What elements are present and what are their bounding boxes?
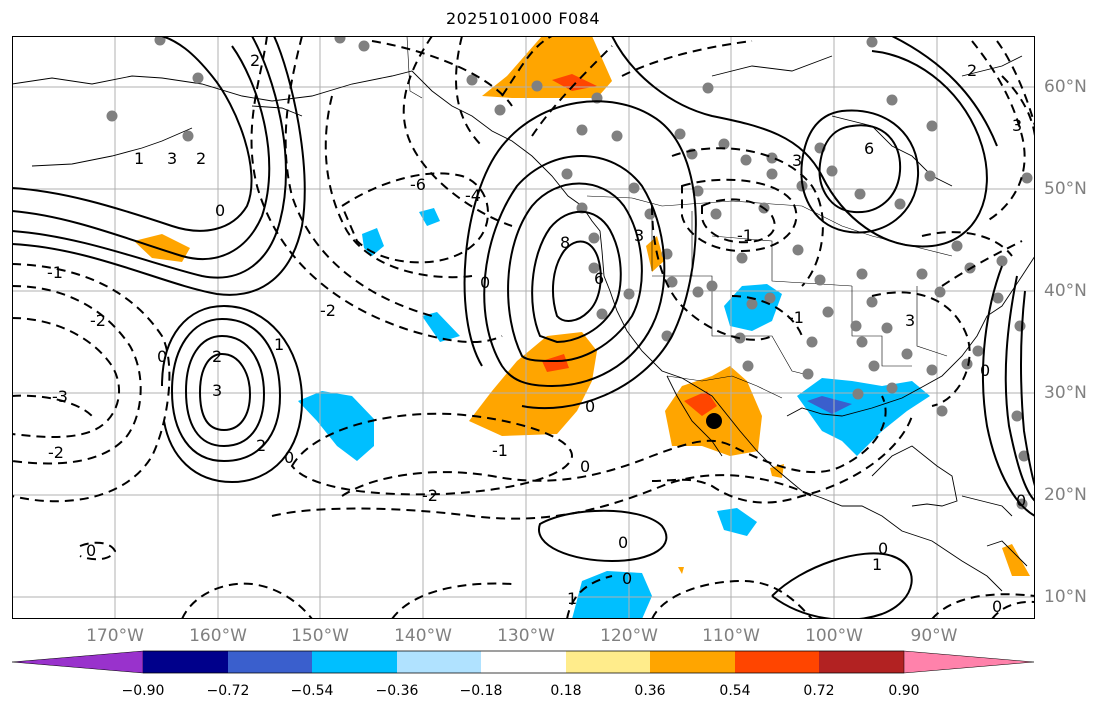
contour-label: 0 bbox=[580, 457, 590, 476]
colorbar-segment bbox=[566, 651, 650, 673]
lat-label: 10°N bbox=[1044, 587, 1087, 607]
contour-label: 6 bbox=[864, 139, 874, 158]
map-gridlines bbox=[12, 36, 1035, 619]
colorbar-tick-label: 0.72 bbox=[803, 683, 835, 699]
contour-label: 0 bbox=[878, 539, 888, 558]
colorbar-segment bbox=[735, 651, 819, 673]
lon-label: 150°W bbox=[291, 626, 349, 646]
contour-label: -3 bbox=[52, 387, 68, 406]
contour-label: -1 bbox=[737, 226, 753, 245]
contour-label: 3 bbox=[167, 149, 177, 168]
dashed-contours bbox=[12, 36, 1035, 619]
contour-label: 1 bbox=[274, 335, 284, 354]
colorbar-tick-label: −0.90 bbox=[121, 683, 165, 699]
colorbar-segment bbox=[12, 650, 144, 674]
contour-label: 3 bbox=[1012, 116, 1022, 135]
contour-label: 0 bbox=[585, 397, 595, 416]
colorbar-segment bbox=[312, 651, 397, 673]
contour-label: 2 bbox=[967, 61, 977, 80]
map-plot-area: 2 3 2 1 0 -1 -2 -3 -2 0 2 3 1 2 0 -2 -6 … bbox=[12, 36, 1035, 619]
colorbar-segment bbox=[650, 651, 735, 673]
lon-label: 160°W bbox=[189, 626, 247, 646]
colorbar-tick-label: 0.18 bbox=[550, 683, 582, 699]
lat-label: 50°N bbox=[1044, 179, 1087, 199]
lon-label: 110°W bbox=[702, 626, 760, 646]
contour-label: 1 bbox=[134, 149, 144, 168]
colorbar-tick-label: −0.18 bbox=[459, 683, 503, 699]
contour-label: 0 bbox=[1016, 491, 1026, 510]
colorbar-segment bbox=[903, 650, 1035, 674]
solid-contours bbox=[12, 36, 1035, 619]
colorbar-tick-label: 0.90 bbox=[888, 683, 920, 699]
contour-label: -2 bbox=[48, 443, 64, 462]
contour-label: 2 bbox=[256, 436, 266, 455]
lon-label: 120°W bbox=[600, 626, 658, 646]
contour-label: 0 bbox=[215, 201, 225, 220]
lon-label: 90°W bbox=[910, 626, 958, 646]
lat-label: 20°N bbox=[1044, 485, 1087, 505]
colorbar-tick-label: −0.36 bbox=[375, 683, 419, 699]
contour-label: 0 bbox=[157, 347, 167, 366]
contour-label: 2 bbox=[212, 347, 222, 366]
contour-label: 0 bbox=[284, 448, 294, 467]
lat-label: 40°N bbox=[1044, 281, 1087, 301]
contour-label: -1 bbox=[492, 441, 508, 460]
colorbar-tick-label: 0.54 bbox=[719, 683, 751, 699]
target-location-marker bbox=[706, 413, 722, 429]
contour-label: -4 bbox=[465, 186, 481, 205]
colorbar-segment bbox=[143, 651, 228, 673]
contour-label: 3 bbox=[212, 381, 222, 400]
colorbar bbox=[12, 650, 1035, 674]
contour-labels: 2 3 2 1 0 -1 -2 -3 -2 0 2 3 1 2 0 -2 -6 … bbox=[47, 51, 1026, 616]
contour-label: -1 bbox=[788, 308, 804, 327]
contour-label: 1 bbox=[567, 589, 577, 608]
colorbar-segment bbox=[819, 651, 904, 673]
contour-label: 6 bbox=[594, 269, 604, 288]
contour-label: 3 bbox=[905, 311, 915, 330]
contour-label: 0 bbox=[622, 569, 632, 588]
lon-label: 170°W bbox=[86, 626, 144, 646]
colorbar-segment bbox=[397, 651, 481, 673]
contour-label: 3 bbox=[634, 226, 644, 245]
colorbar-tick-label: −0.54 bbox=[290, 683, 334, 699]
contour-label: 0 bbox=[86, 541, 96, 560]
coastlines bbox=[12, 55, 1035, 592]
lon-label: 100°W bbox=[805, 626, 863, 646]
chart-title: 2025101000 F084 bbox=[445, 9, 601, 28]
contour-label: 2 bbox=[196, 149, 206, 168]
colorbar-segment bbox=[481, 651, 566, 673]
contour-label: -1 bbox=[47, 263, 63, 282]
contour-label: 8 bbox=[560, 233, 570, 252]
lon-label: 140°W bbox=[394, 626, 452, 646]
contour-label: -2 bbox=[422, 486, 438, 505]
contour-label: -2 bbox=[90, 311, 106, 330]
lat-label: 30°N bbox=[1044, 383, 1087, 403]
contour-label: 0 bbox=[992, 597, 1002, 616]
contour-label: 0 bbox=[980, 361, 990, 380]
contour-label: 0 bbox=[618, 533, 628, 552]
lat-label: 60°N bbox=[1044, 77, 1087, 97]
contour-label: 0 bbox=[480, 273, 490, 292]
colorbar-tick-label: 0.36 bbox=[634, 683, 666, 699]
colorbar-tick-label: −0.72 bbox=[206, 683, 250, 699]
contour-label: -2 bbox=[320, 301, 336, 320]
contour-label: -6 bbox=[410, 175, 426, 194]
contour-label: 1 bbox=[872, 555, 882, 574]
contour-label: 3 bbox=[792, 151, 802, 170]
contour-label: 2 bbox=[250, 51, 260, 70]
lon-label: 130°W bbox=[497, 626, 555, 646]
colorbar-segment bbox=[228, 651, 312, 673]
